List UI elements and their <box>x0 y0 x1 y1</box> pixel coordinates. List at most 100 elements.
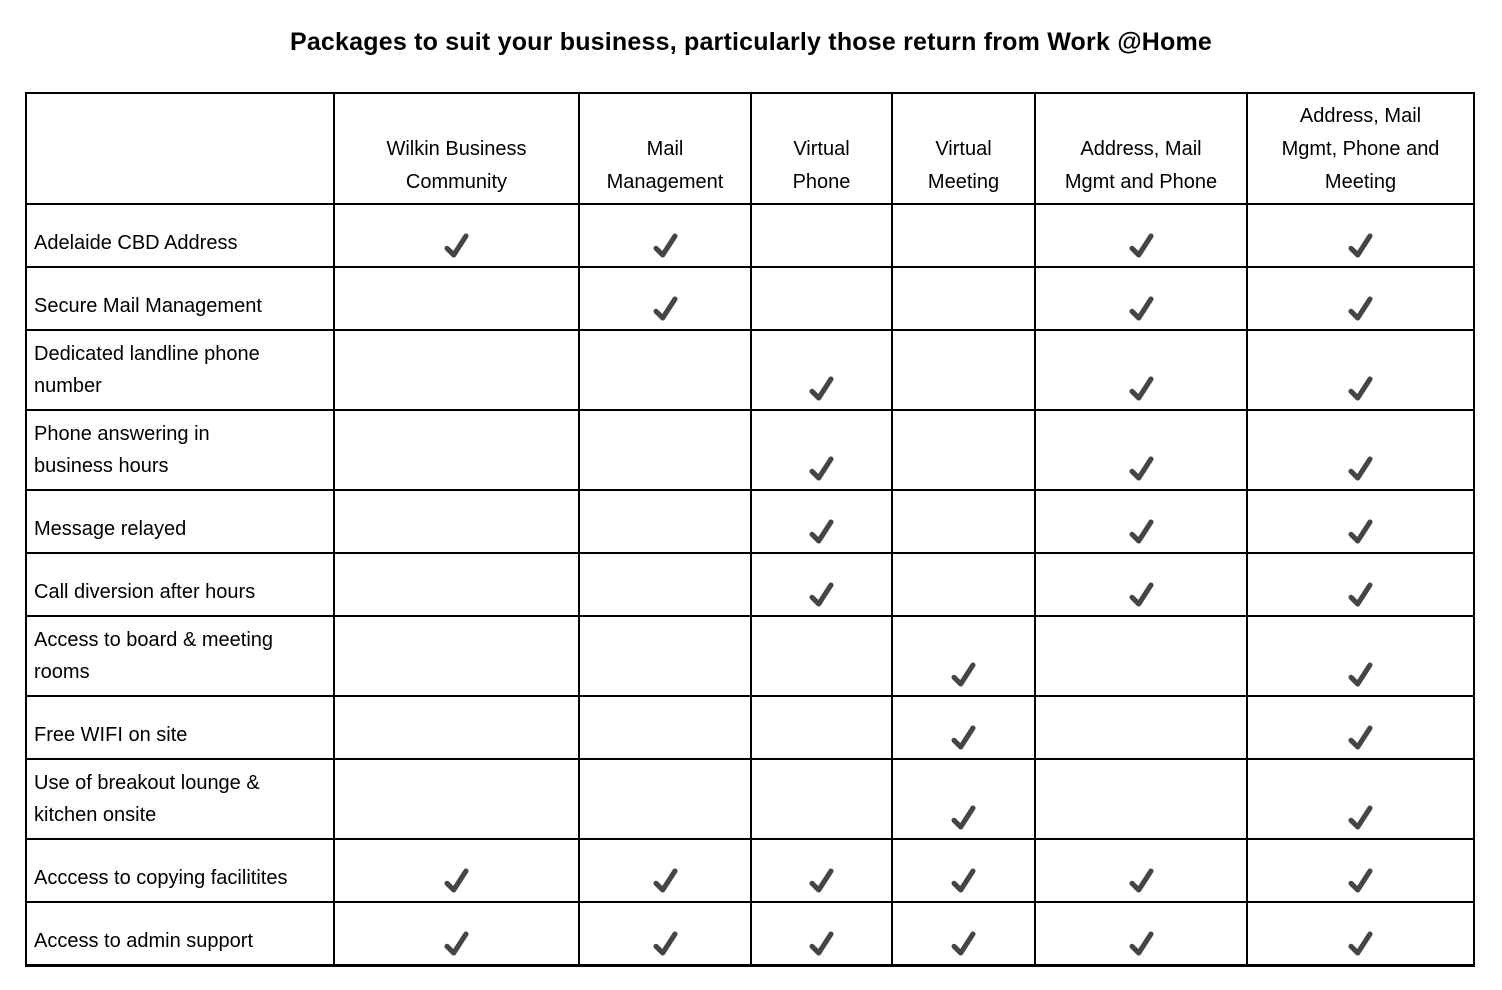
empty-cell <box>578 758 752 840</box>
feature-label: Access to board & meeting rooms <box>25 615 335 697</box>
packages-comparison-table: Wilkin Business Community Mail Management… <box>25 92 1475 967</box>
feature-label: Call diversion after hours <box>25 552 335 617</box>
check-cell <box>1246 615 1475 697</box>
check-cell <box>1034 266 1248 331</box>
check-cell <box>578 838 752 903</box>
empty-cell <box>750 758 893 840</box>
empty-cell <box>1034 695 1248 760</box>
empty-cell <box>750 695 893 760</box>
table-row: Call diversion after hours <box>25 552 1475 617</box>
check-mark-icon <box>951 805 976 830</box>
check-cell <box>333 203 580 268</box>
empty-cell <box>333 552 580 617</box>
table-row: Free WIFI on site <box>25 695 1475 760</box>
empty-cell <box>750 203 893 268</box>
check-mark-icon <box>1348 233 1373 258</box>
check-mark-icon <box>951 662 976 687</box>
header-row: Wilkin Business Community Mail Management… <box>25 92 1475 205</box>
check-mark-icon <box>1348 868 1373 893</box>
page-title: Packages to suit your business, particul… <box>289 28 1213 56</box>
check-cell <box>578 203 752 268</box>
feature-label: Phone answering in business hours <box>25 409 335 491</box>
check-cell <box>1034 838 1248 903</box>
check-cell <box>750 838 893 903</box>
check-mark-icon <box>444 930 469 956</box>
package-column-header: Address, Mail Mgmt and Phone <box>1034 92 1248 205</box>
table-header: Wilkin Business Community Mail Management… <box>25 92 1475 205</box>
check-mark-icon <box>809 868 834 893</box>
empty-cell <box>891 203 1036 268</box>
check-cell <box>1034 901 1248 967</box>
feature-label: Free WIFI on site <box>25 695 335 760</box>
empty-cell <box>578 409 752 491</box>
check-mark-icon <box>951 930 976 956</box>
check-cell <box>1246 758 1475 840</box>
feature-column-header <box>25 92 335 205</box>
check-mark-icon <box>1128 582 1154 607</box>
check-cell <box>578 901 752 967</box>
check-mark-icon <box>1348 296 1373 321</box>
package-column-header: Virtual Phone <box>750 92 893 205</box>
table-row: Secure Mail Management <box>25 266 1475 331</box>
feature-label: Access to admin support <box>25 901 335 967</box>
empty-cell <box>333 329 580 411</box>
feature-label: Adelaide CBD Address <box>25 203 335 268</box>
empty-cell <box>750 615 893 697</box>
table-body: Adelaide CBD Address Secure Mail Manageme… <box>25 203 1475 967</box>
empty-cell <box>578 489 752 554</box>
check-mark-icon <box>809 376 834 401</box>
check-mark-icon <box>1348 456 1373 481</box>
empty-cell <box>333 695 580 760</box>
check-cell <box>1034 489 1248 554</box>
check-mark-icon <box>652 296 678 321</box>
check-cell <box>1034 203 1248 268</box>
check-cell <box>1034 409 1248 491</box>
check-mark-icon <box>809 519 834 544</box>
check-mark-icon <box>1348 519 1373 544</box>
empty-cell <box>333 615 580 697</box>
check-mark-icon <box>652 930 678 956</box>
empty-cell <box>891 552 1036 617</box>
check-cell <box>891 615 1036 697</box>
check-cell <box>1246 552 1475 617</box>
check-cell <box>1246 695 1475 760</box>
empty-cell <box>333 266 580 331</box>
check-mark-icon <box>1348 930 1373 956</box>
check-mark-icon <box>809 582 834 607</box>
check-cell <box>750 329 893 411</box>
check-cell <box>891 695 1036 760</box>
check-cell <box>750 901 893 967</box>
check-cell <box>1034 329 1248 411</box>
check-cell <box>891 758 1036 840</box>
feature-label: Message relayed <box>25 489 335 554</box>
empty-cell <box>333 409 580 491</box>
check-cell <box>333 901 580 967</box>
check-mark-icon <box>1128 296 1154 321</box>
check-mark-icon <box>1128 456 1154 481</box>
empty-cell <box>750 266 893 331</box>
check-mark-icon <box>951 868 976 893</box>
check-cell <box>1246 901 1475 967</box>
empty-cell <box>891 329 1036 411</box>
check-mark-icon <box>1128 868 1154 893</box>
empty-cell <box>891 489 1036 554</box>
check-mark-icon <box>652 868 678 893</box>
check-cell <box>1246 266 1475 331</box>
check-mark-icon <box>1348 725 1373 750</box>
table-row: Adelaide CBD Address <box>25 203 1475 268</box>
check-cell <box>1246 203 1475 268</box>
check-cell <box>750 552 893 617</box>
table-row: Use of breakout lounge & kitchen onsite <box>25 758 1475 840</box>
check-cell <box>750 489 893 554</box>
empty-cell <box>333 758 580 840</box>
check-mark-icon <box>809 930 834 956</box>
check-cell <box>1034 552 1248 617</box>
check-mark-icon <box>1348 582 1373 607</box>
check-cell <box>578 266 752 331</box>
check-mark-icon <box>1348 662 1373 687</box>
table-row: Access to board & meeting rooms <box>25 615 1475 697</box>
feature-label: Secure Mail Management <box>25 266 335 331</box>
empty-cell <box>578 695 752 760</box>
check-mark-icon <box>1128 519 1154 544</box>
table-row: Message relayed <box>25 489 1475 554</box>
